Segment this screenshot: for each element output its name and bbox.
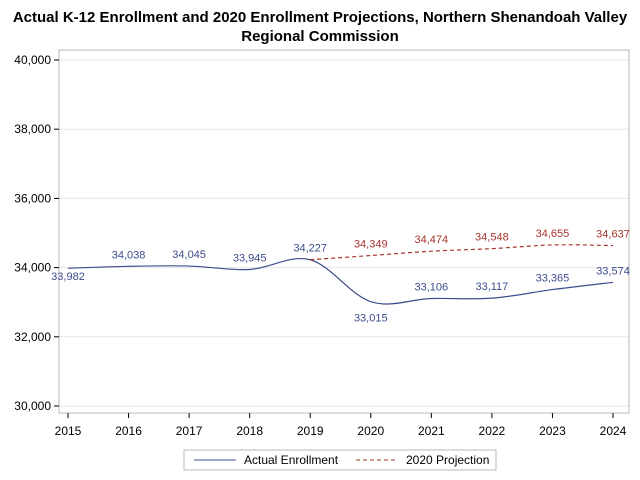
series-line-actual-enrollment [67, 258, 614, 305]
data-label-projection: 34,548 [475, 232, 509, 244]
data-label-projection: 34,655 [536, 228, 570, 240]
data-label-actual: 33,945 [233, 253, 267, 265]
y-tick-label: 32,000 [14, 330, 51, 344]
data-label-actual: 34,227 [293, 243, 327, 255]
plot-frame [58, 49, 630, 414]
x-tick-label: 2018 [236, 424, 263, 438]
y-axis: 30,000 32,000 34,000 36,000 38,000 40,000 [14, 53, 59, 413]
legend: Actual Enrollment 2020 Projection [183, 449, 497, 471]
data-label-actual: 33,015 [354, 313, 388, 325]
x-tick-label: 2022 [479, 424, 506, 438]
x-tick-label: 2015 [55, 424, 82, 438]
x-tick-label: 2023 [539, 424, 566, 438]
data-label-actual: 33,574 [596, 265, 630, 277]
data-label-actual: 33,982 [51, 271, 85, 283]
legend-box [183, 449, 497, 471]
data-labels: 33,982 34,038 34,045 33,945 34,227 33,015 33,1… [51, 228, 630, 325]
x-tick-label: 2021 [418, 424, 445, 438]
data-label-projection: 34,474 [415, 234, 449, 246]
series-line-2020-projection [310, 244, 614, 261]
data-label-actual: 33,117 [475, 281, 508, 293]
legend-label-actual: Actual Enrollment [244, 453, 339, 467]
y-tick-label: 40,000 [14, 53, 51, 67]
y-tick-label: 30,000 [14, 399, 51, 413]
chart-title-line-1: Actual K-12 Enrollment and 2020 Enrollme… [13, 9, 628, 26]
x-tick-label: 2020 [357, 424, 384, 438]
grid-lines [59, 59, 629, 407]
y-tick-label: 36,000 [14, 191, 51, 205]
data-label-projection: 34,637 [596, 229, 630, 241]
data-label-actual: 34,045 [172, 249, 206, 261]
data-label-actual: 33,365 [536, 273, 570, 285]
series-layer [67, 244, 614, 305]
y-tick-label: 38,000 [14, 122, 51, 136]
data-label-actual: 33,106 [415, 282, 449, 294]
x-tick-label: 2024 [600, 424, 627, 438]
data-label-projection: 34,349 [354, 239, 388, 251]
x-tick-label: 2017 [176, 424, 203, 438]
x-tick-label: 2019 [297, 424, 324, 438]
x-axis: 2015 2016 2017 2018 2019 2020 2021 2022 2023 2024 [55, 413, 627, 438]
y-tick-label: 34,000 [14, 261, 51, 275]
chart-title-line-2: Regional Commission [241, 28, 399, 45]
legend-label-projection: 2020 Projection [406, 453, 489, 467]
data-label-actual: 34,038 [112, 249, 146, 261]
x-tick-label: 2016 [115, 424, 142, 438]
